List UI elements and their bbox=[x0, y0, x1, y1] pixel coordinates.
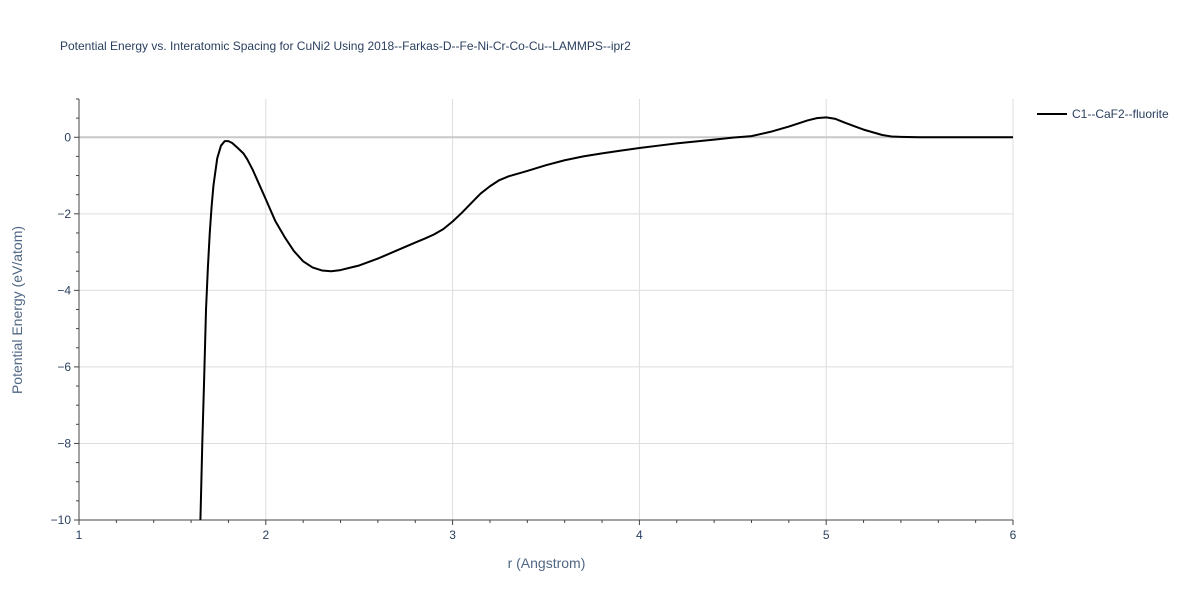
x-tick-label: 2 bbox=[262, 528, 269, 542]
series-layer bbox=[199, 116, 1013, 520]
x-tick-label: 1 bbox=[76, 528, 83, 542]
y-tick-label: −6 bbox=[57, 360, 71, 374]
y-axis-title: Potential Energy (eV/atom) bbox=[9, 226, 25, 394]
x-tick-label: 6 bbox=[1010, 528, 1017, 542]
series-line-0 bbox=[199, 116, 1013, 520]
legend[interactable]: C1--CaF2--fluorite bbox=[1037, 107, 1169, 121]
x-tick-label: 5 bbox=[823, 528, 830, 542]
x-tick-label: 3 bbox=[449, 528, 456, 542]
y-tick-label: −10 bbox=[51, 513, 72, 527]
tick-label-layer: 1 2 3 4 5 6 0 −2 −4 −6 −8 −10 bbox=[51, 130, 1017, 542]
x-tick-label: 4 bbox=[636, 528, 643, 542]
y-tick-label: −2 bbox=[57, 207, 71, 221]
grid-layer bbox=[79, 99, 1014, 520]
y-tick-label: −8 bbox=[57, 436, 71, 450]
chart-title: Potential Energy vs. Interatomic Spacing… bbox=[60, 39, 631, 53]
axis-layer bbox=[74, 98, 1014, 525]
legend-label: C1--CaF2--fluorite bbox=[1072, 107, 1169, 121]
y-tick-label: −4 bbox=[57, 283, 71, 297]
y-tick-label: 0 bbox=[64, 130, 71, 144]
x-axis-title: r (Angstrom) bbox=[508, 555, 586, 571]
